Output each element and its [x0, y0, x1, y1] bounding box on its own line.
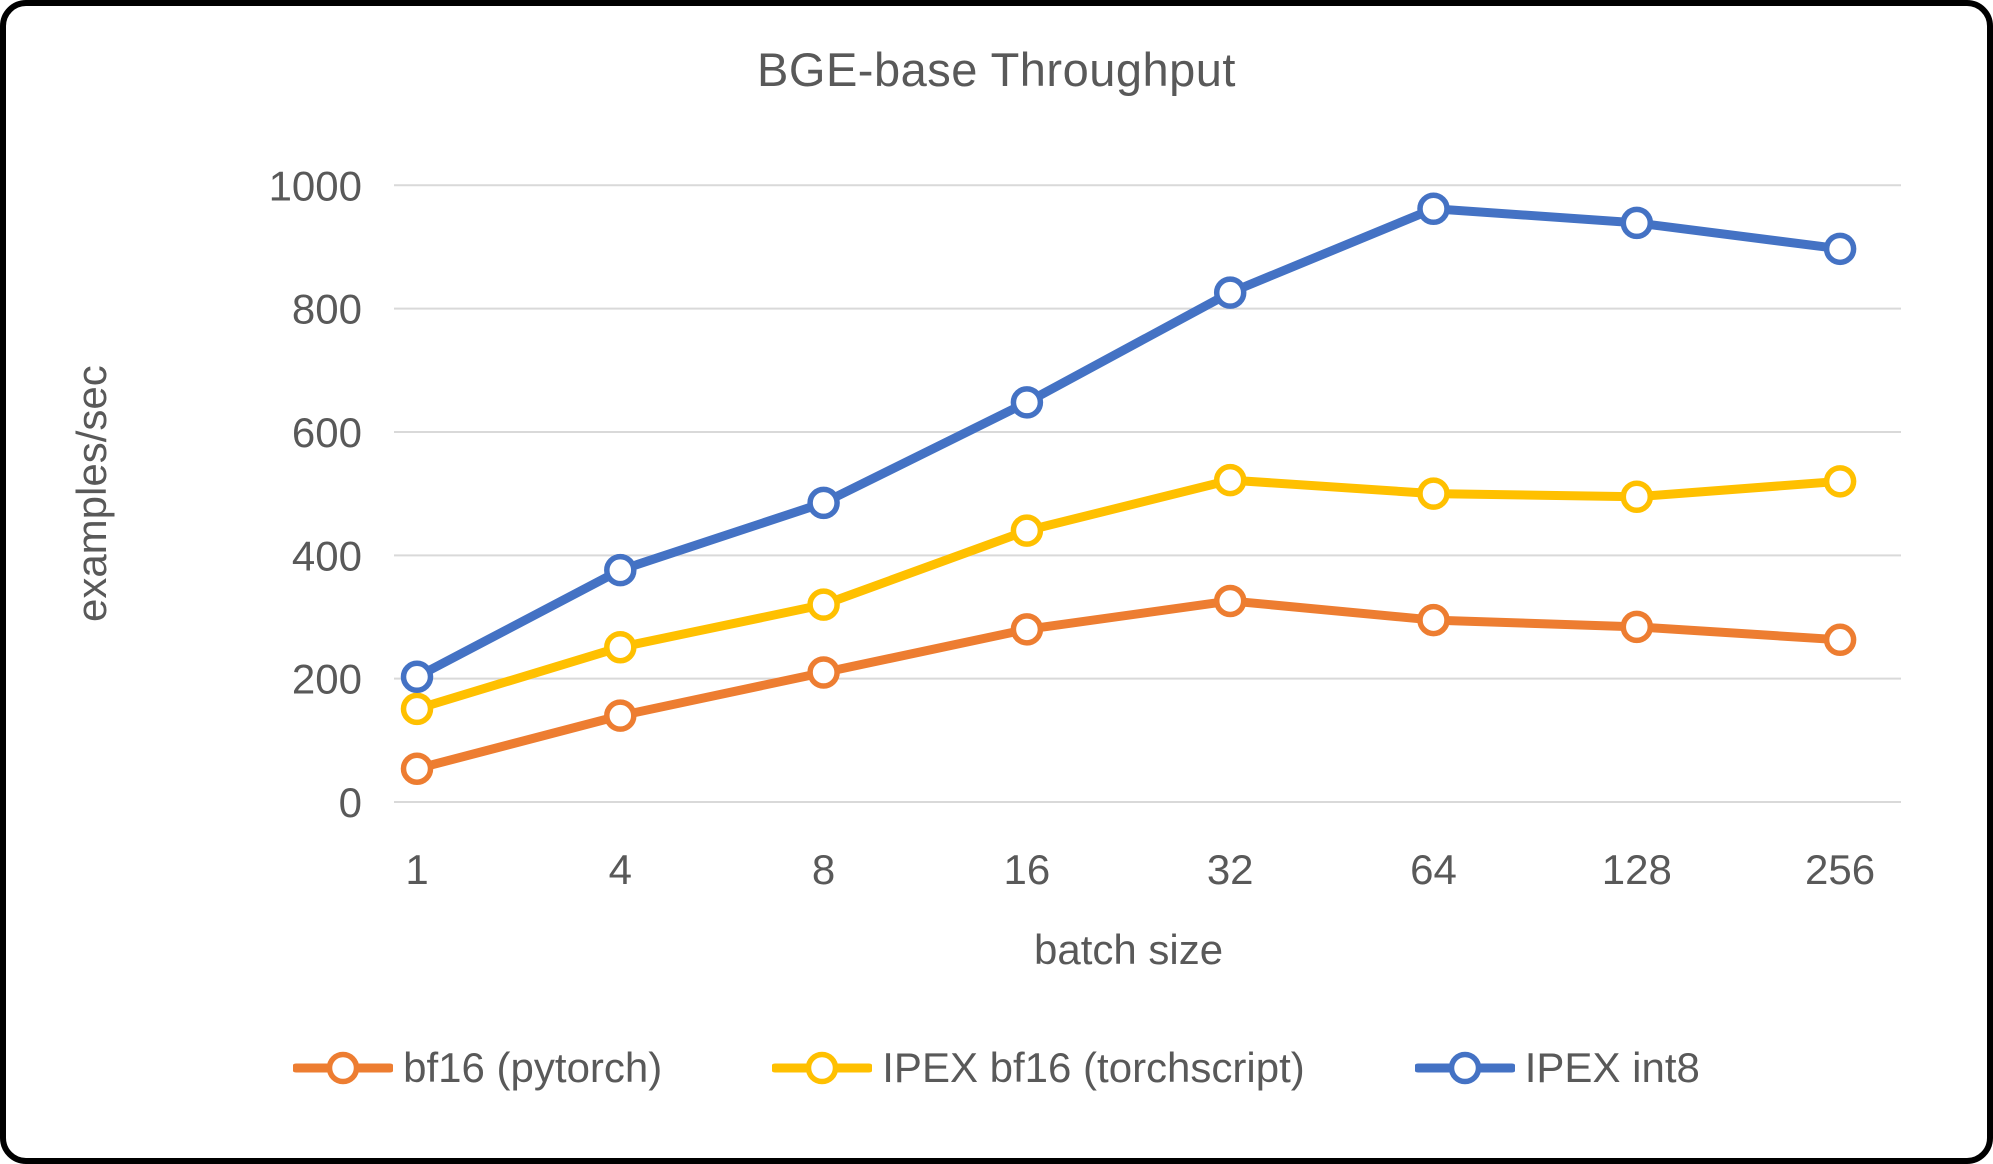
data-point-ipex-bf16-torchscript-16 — [1010, 514, 1044, 547]
y-tick-label-0: 0 — [339, 779, 362, 826]
y-tick-label-400: 400 — [292, 532, 362, 579]
data-point-ipex-int8-8 — [807, 486, 840, 520]
data-point-ipex-bf16-torchscript-64 — [1417, 477, 1450, 510]
data-point-bf16-pytorch-128 — [1620, 610, 1654, 644]
legend: bf16 (pytorch) IPEX bf16 (torchscript) IPE… — [6, 1044, 1987, 1092]
data-point-ipex-int8-4 — [604, 553, 637, 587]
data-point-ipex-int8-128 — [1620, 206, 1654, 240]
y-tick-label-200: 200 — [292, 656, 362, 703]
legend-item-ipex-bf16-torchscript: IPEX bf16 (torchscript) — [772, 1044, 1305, 1092]
legend-circle-bf16-pytorch — [326, 1051, 360, 1085]
data-point-bf16-pytorch-32 — [1213, 584, 1247, 618]
data-point-ipex-bf16-torchscript-32 — [1213, 463, 1247, 497]
legend-label-ipex-bf16-torchscript: IPEX bf16 (torchscript) — [882, 1044, 1305, 1091]
data-point-ipex-bf16-torchscript-1 — [400, 692, 434, 726]
y-axis-title: examples/sec — [68, 365, 115, 622]
data-point-bf16-pytorch-1 — [400, 752, 434, 785]
series-line-ipex-int8 — [412, 204, 1845, 682]
x-tick-label-32: 32 — [1207, 846, 1254, 893]
data-point-bf16-pytorch-16 — [1010, 613, 1044, 646]
x-tick-label-1: 1 — [405, 846, 428, 893]
data-point-ipex-bf16-torchscript-256 — [1823, 465, 1857, 498]
y-tick-label-1000: 1000 — [269, 162, 362, 209]
y-tick-label-800: 800 — [292, 286, 362, 333]
legend-marker-ipex-int8 — [1414, 1051, 1515, 1085]
data-point-ipex-bf16-torchscript-128 — [1620, 480, 1654, 513]
series-line-ipex-bf16-torchscript — [412, 475, 1845, 714]
series-line-bf16-pytorch — [412, 596, 1845, 774]
chart-title: BGE-base Throughput — [757, 43, 1236, 96]
data-point-ipex-bf16-torchscript-4 — [604, 630, 637, 664]
x-tick-label-128: 128 — [1602, 846, 1672, 893]
data-point-ipex-int8-16 — [1010, 386, 1044, 419]
legend-item-ipex-int8: IPEX int8 — [1414, 1044, 1700, 1092]
y-tick-label-600: 600 — [292, 409, 362, 456]
legend-circle-ipex-int8 — [1448, 1051, 1481, 1085]
data-point-ipex-int8-64 — [1417, 192, 1450, 225]
data-point-ipex-bf16-torchscript-8 — [807, 588, 840, 621]
plot-area: 0 200 400 600 800 1000 1 4 8 16 32 64 128 256 examples… — [68, 162, 1901, 973]
x-tick-label-8: 8 — [812, 846, 835, 893]
data-point-ipex-int8-256 — [1823, 232, 1857, 266]
x-tick-label-4: 4 — [609, 846, 632, 893]
data-point-ipex-int8-32 — [1213, 276, 1247, 309]
x-tick-label-256: 256 — [1805, 846, 1875, 893]
legend-marker-ipex-bf16-torchscript — [772, 1051, 873, 1085]
x-tick-label-16: 16 — [1004, 846, 1051, 893]
legend-item-bf16-pytorch: bf16 (pytorch) — [293, 1044, 662, 1092]
x-axis-title: batch size — [1034, 926, 1223, 973]
legend-marker-bf16-pytorch — [293, 1051, 394, 1085]
data-point-bf16-pytorch-64 — [1417, 603, 1450, 637]
legend-label-bf16-pytorch: bf16 (pytorch) — [403, 1044, 663, 1091]
data-point-bf16-pytorch-256 — [1823, 623, 1857, 657]
data-point-ipex-int8-1 — [400, 660, 434, 694]
legend-label-ipex-int8: IPEX int8 — [1524, 1044, 1700, 1091]
legend-circle-ipex-bf16-torchscript — [806, 1051, 839, 1085]
x-tick-label-64: 64 — [1410, 846, 1457, 893]
data-point-bf16-pytorch-8 — [807, 656, 840, 689]
data-point-bf16-pytorch-4 — [604, 699, 637, 732]
